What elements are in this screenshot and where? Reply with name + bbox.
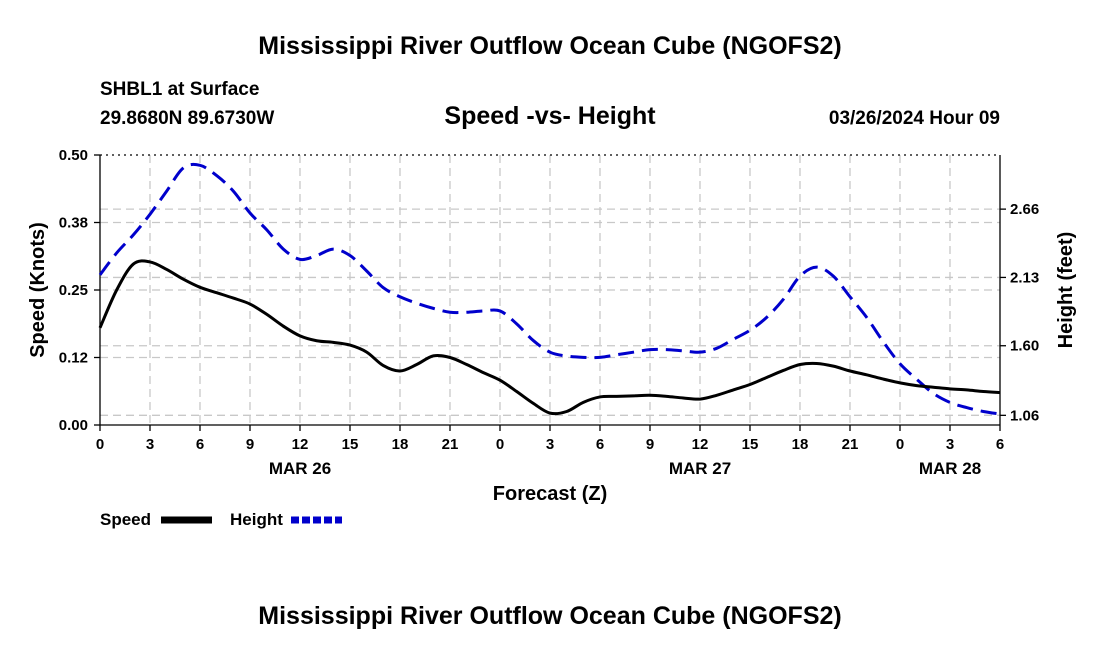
x-tick-label: 21 — [842, 436, 859, 453]
left-tick-label: 0.38 — [59, 215, 88, 232]
x-tick-label: 18 — [792, 436, 809, 453]
legend: Speed Height — [100, 510, 342, 529]
coordinates-label: 29.8680N 89.6730W — [100, 108, 274, 129]
x-tick-label: 18 — [392, 436, 409, 453]
station-label: SHBL1 at Surface — [100, 79, 259, 100]
x-tick-label: 3 — [946, 436, 954, 453]
x-tick-label: 3 — [546, 436, 554, 453]
left-tick-label: 0.50 — [59, 147, 88, 164]
height-series-line — [98, 162, 1001, 416]
x-tick-label: 6 — [196, 436, 204, 453]
date-label: MAR 28 — [919, 459, 981, 478]
x-tick-label: 0 — [96, 436, 104, 453]
date-label: MAR 27 — [669, 459, 731, 478]
x-tick-label: 3 — [146, 436, 154, 453]
x-tick-label: 15 — [342, 436, 359, 453]
legend-speed-label: Speed — [100, 510, 151, 529]
right-tick-label: 2.13 — [1010, 269, 1039, 286]
chart-title: Speed -vs- Height — [444, 102, 656, 130]
x-tick-label: 12 — [692, 436, 709, 453]
right-tick-label: 1.60 — [1010, 338, 1039, 355]
x-tick-label: 21 — [442, 436, 459, 453]
x-tick-label: 0 — [896, 436, 904, 453]
right-axis-title: Height (feet) — [1055, 232, 1077, 349]
left-tick-label: 0.25 — [59, 282, 88, 299]
speed-series-line — [98, 259, 1001, 416]
x-tick-label: 15 — [742, 436, 759, 453]
series-lines — [98, 162, 1001, 416]
right-tick-label: 2.66 — [1010, 201, 1039, 218]
legend-height-label: Height — [230, 510, 283, 529]
left-axis-title: Speed (Knots) — [27, 222, 49, 358]
page-title: Mississippi River Outflow Ocean Cube (NG… — [258, 32, 841, 60]
timestamp-label: 03/26/2024 Hour 09 — [829, 108, 1000, 129]
grid-lines — [100, 155, 1000, 425]
x-tick-label: 6 — [596, 436, 604, 453]
x-tick-label: 9 — [246, 436, 254, 453]
right-tick-label: 1.06 — [1010, 407, 1039, 424]
footer-title: Mississippi River Outflow Ocean Cube (NG… — [258, 602, 841, 630]
left-tick-label: 0.12 — [59, 350, 88, 367]
x-tick-label: 6 — [996, 436, 1004, 453]
axis-ticks: 0 3 6 9 12 15 18 21 0 3 6 9 12 15 18 21 0 3 6 0.00 0.12 0.25 0… — [59, 147, 1039, 478]
date-label: MAR 26 — [269, 459, 331, 478]
x-axis-title: Forecast (Z) — [493, 483, 607, 505]
x-tick-label: 9 — [646, 436, 654, 453]
x-tick-label: 0 — [496, 436, 504, 453]
x-tick-label: 12 — [292, 436, 309, 453]
left-tick-label: 0.00 — [59, 417, 88, 434]
